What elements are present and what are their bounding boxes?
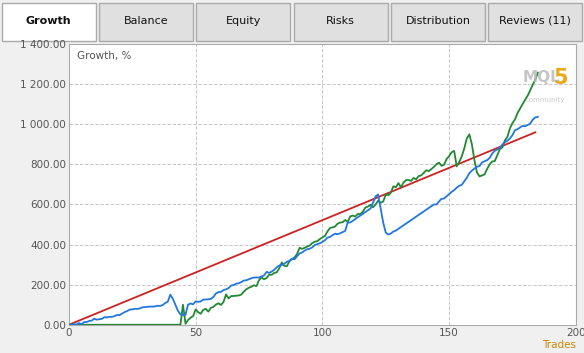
Text: Equity: Equity	[225, 16, 261, 26]
Text: Risks: Risks	[326, 16, 355, 26]
FancyBboxPatch shape	[391, 2, 485, 41]
FancyBboxPatch shape	[99, 2, 193, 41]
Text: 5: 5	[553, 68, 568, 88]
FancyBboxPatch shape	[488, 2, 582, 41]
Text: MQL: MQL	[523, 70, 561, 85]
FancyBboxPatch shape	[294, 2, 388, 41]
Text: Balance: Balance	[124, 16, 168, 26]
Text: Growth, %: Growth, %	[77, 51, 131, 61]
FancyBboxPatch shape	[196, 2, 290, 41]
Text: Distribution: Distribution	[405, 16, 471, 26]
FancyBboxPatch shape	[2, 2, 96, 41]
Text: community: community	[525, 97, 565, 103]
Text: Reviews (11): Reviews (11)	[499, 16, 571, 26]
Text: Growth: Growth	[26, 16, 71, 26]
Text: Trades: Trades	[542, 340, 576, 350]
